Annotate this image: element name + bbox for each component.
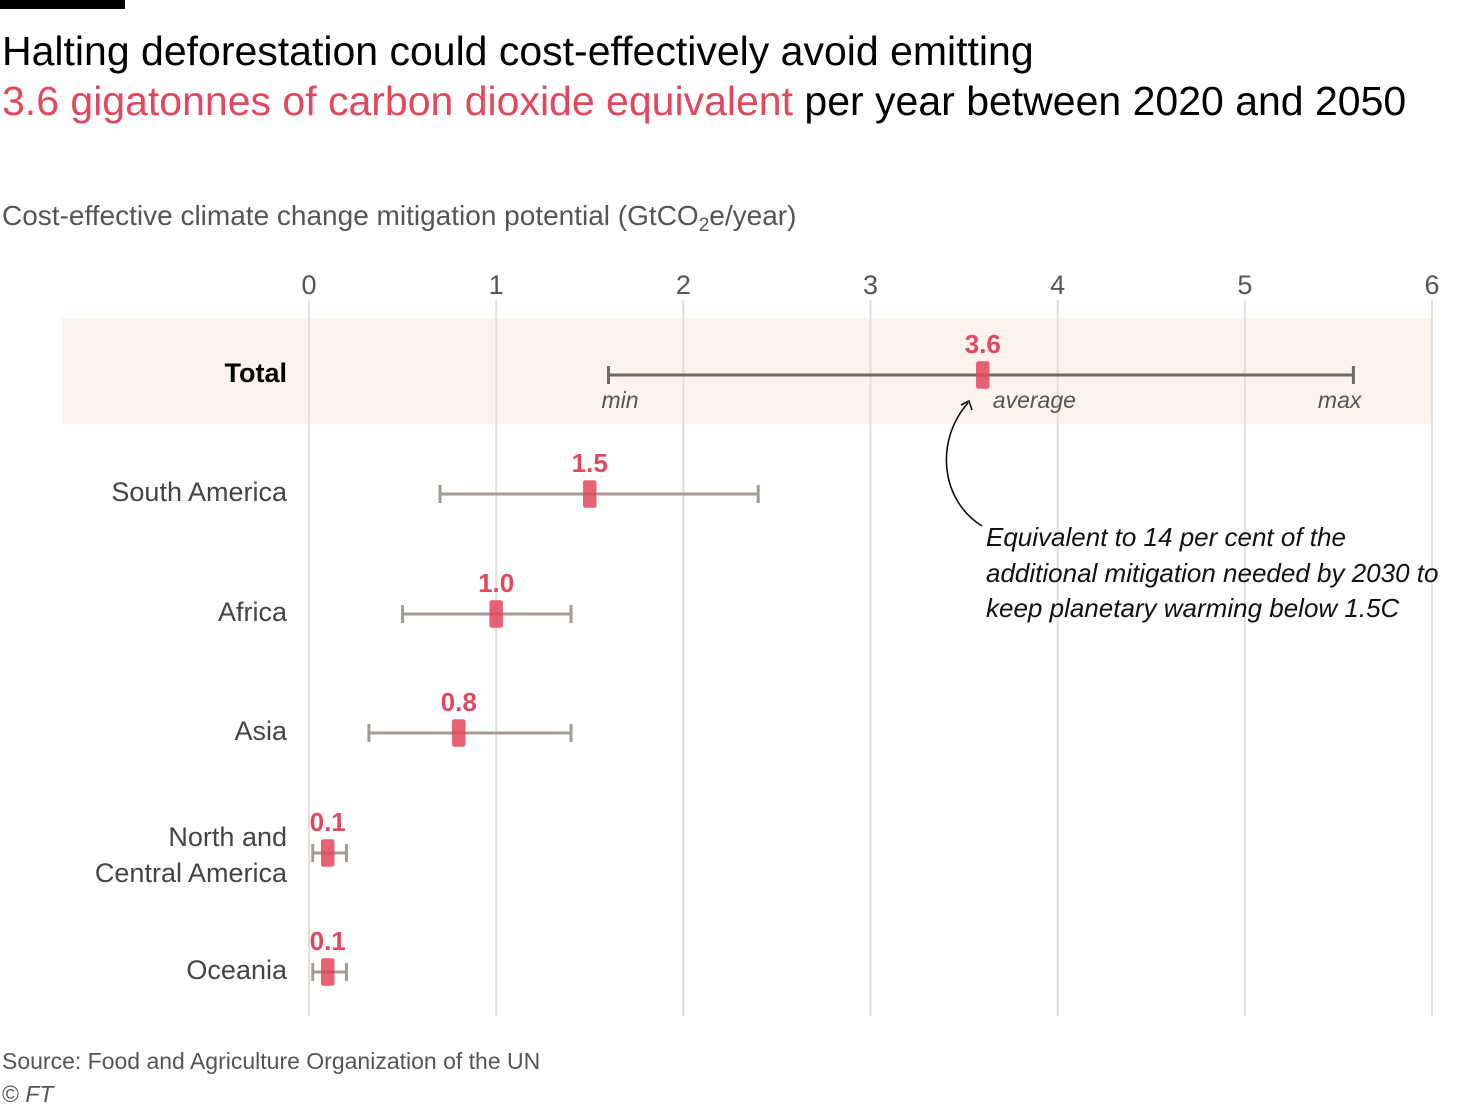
- data-row: North and Central America 0.1: [95, 807, 348, 888]
- average-marker: [320, 839, 335, 867]
- row-label-line: Central America: [95, 858, 288, 888]
- value-label: 3.6: [965, 329, 1001, 359]
- x-tick-label: 5: [1237, 270, 1252, 300]
- x-tick-label: 4: [1050, 270, 1065, 300]
- average-marker: [320, 958, 335, 986]
- data-row: Total 3.6 min average max: [225, 329, 1363, 413]
- row-label-line: North and: [168, 822, 287, 852]
- value-label: 0.1: [310, 807, 346, 837]
- data-rows: Total 3.6 min average max South America 1.5 Afr…: [95, 329, 1363, 986]
- chart-title: Halting deforestation could cost-effecti…: [2, 26, 1442, 126]
- data-row: Asia 0.8: [234, 687, 573, 747]
- copyright-symbol: ©: [2, 1081, 19, 1107]
- data-row: Oceania 0.1: [186, 926, 348, 986]
- x-tick-label: 1: [489, 270, 504, 300]
- average-label: average: [993, 387, 1076, 413]
- copyright-note: © FT: [2, 1079, 53, 1109]
- x-tick-labels: 0 1 2 3 4 5 6: [301, 270, 1439, 300]
- min-label: min: [601, 387, 638, 413]
- x-tick-label: 0: [301, 270, 316, 300]
- row-label: South America: [111, 477, 288, 507]
- row-label: Total: [225, 358, 288, 388]
- ft-top-bar: [0, 0, 125, 9]
- gridlines: [308, 300, 1433, 1016]
- copyright-brand: FT: [25, 1081, 54, 1107]
- row-label: North and Central America: [95, 822, 288, 888]
- data-row: South America 1.5: [111, 448, 760, 508]
- value-label: 1.5: [572, 448, 608, 478]
- average-marker: [976, 361, 990, 389]
- x-tick-label: 6: [1424, 270, 1439, 300]
- subtitle-post: e/year): [709, 200, 797, 231]
- title-highlight: 3.6 gigatonnes of carbon dioxide equival…: [2, 78, 793, 124]
- data-row: Africa 1.0: [218, 568, 573, 628]
- average-marker: [451, 719, 466, 747]
- row-label: Africa: [218, 597, 288, 627]
- value-label: 1.0: [478, 568, 514, 598]
- average-marker: [583, 480, 597, 508]
- chart-subtitle: Cost-effective climate change mitigation…: [2, 196, 1442, 236]
- row-label: Asia: [234, 716, 288, 746]
- title-part2: per year between 2020 and 2050: [804, 78, 1407, 124]
- x-tick-label: 3: [863, 270, 878, 300]
- value-label: 0.1: [310, 926, 346, 956]
- source-note: Source: Food and Agriculture Organizatio…: [2, 1048, 541, 1074]
- max-label: max: [1318, 387, 1363, 413]
- subtitle-sub: 2: [698, 215, 710, 236]
- annotation-arrowhead: [960, 399, 973, 411]
- title-part1: Halting deforestation could cost-effecti…: [2, 28, 1034, 74]
- row-label: Oceania: [186, 955, 288, 985]
- x-tick-label: 2: [676, 270, 691, 300]
- highlight-band-layer: [62, 318, 1432, 424]
- subtitle-pre: Cost-effective climate change mitigation…: [2, 200, 699, 231]
- value-label: 0.8: [441, 687, 477, 717]
- annotation-text: Equivalent to 14 per cent of the additio…: [986, 522, 1439, 623]
- highlight-band: [62, 318, 1432, 424]
- annotation-arrow: [945, 402, 983, 527]
- average-marker: [489, 600, 503, 628]
- range-dot-chart: 0 1 2 3 4 5 6 Total 3.6 min average max South Ameri…: [62, 270, 1440, 1016]
